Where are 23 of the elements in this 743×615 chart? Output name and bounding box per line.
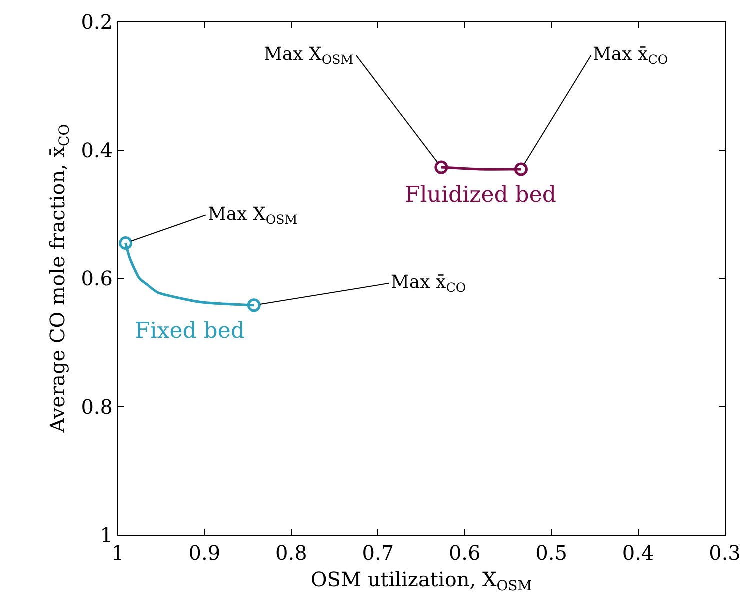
point (434, 160, 448, 174)
annotation: Max x̄$_{CO}$ (593, 44, 668, 67)
y-tick-label: 0.2 (81, 10, 113, 34)
point (119, 236, 133, 250)
x-tick-label: 0.8 (276, 541, 308, 565)
x-tick-label: 0.9 (188, 541, 221, 565)
series-label: Fluidized bed (405, 183, 556, 208)
y-tick-label: 1 (100, 523, 113, 547)
annotation: Max X$_{OSM}$ (264, 44, 354, 67)
y-tick-label: 0.4 (81, 138, 113, 162)
y-tick-label: 0.6 (81, 266, 113, 290)
annotation: Max X$_{OSM}$ (208, 204, 298, 227)
point (514, 162, 528, 176)
x-tick-label: 0.3 (709, 541, 741, 565)
annotation: Max x̄$_{CO}$ (391, 272, 466, 295)
x-tick-label: 0.7 (362, 541, 394, 565)
x-tick-label: 0.4 (622, 541, 654, 565)
y-tick-label: 0.8 (81, 394, 113, 419)
x-tick-label: 0.5 (536, 541, 568, 565)
x-axis-title: OSM utilization, X$_{OSM}$ (310, 568, 532, 595)
series-label: Fixed bed (135, 319, 245, 344)
point (247, 298, 261, 312)
x-tick-label: 0.6 (448, 541, 481, 565)
